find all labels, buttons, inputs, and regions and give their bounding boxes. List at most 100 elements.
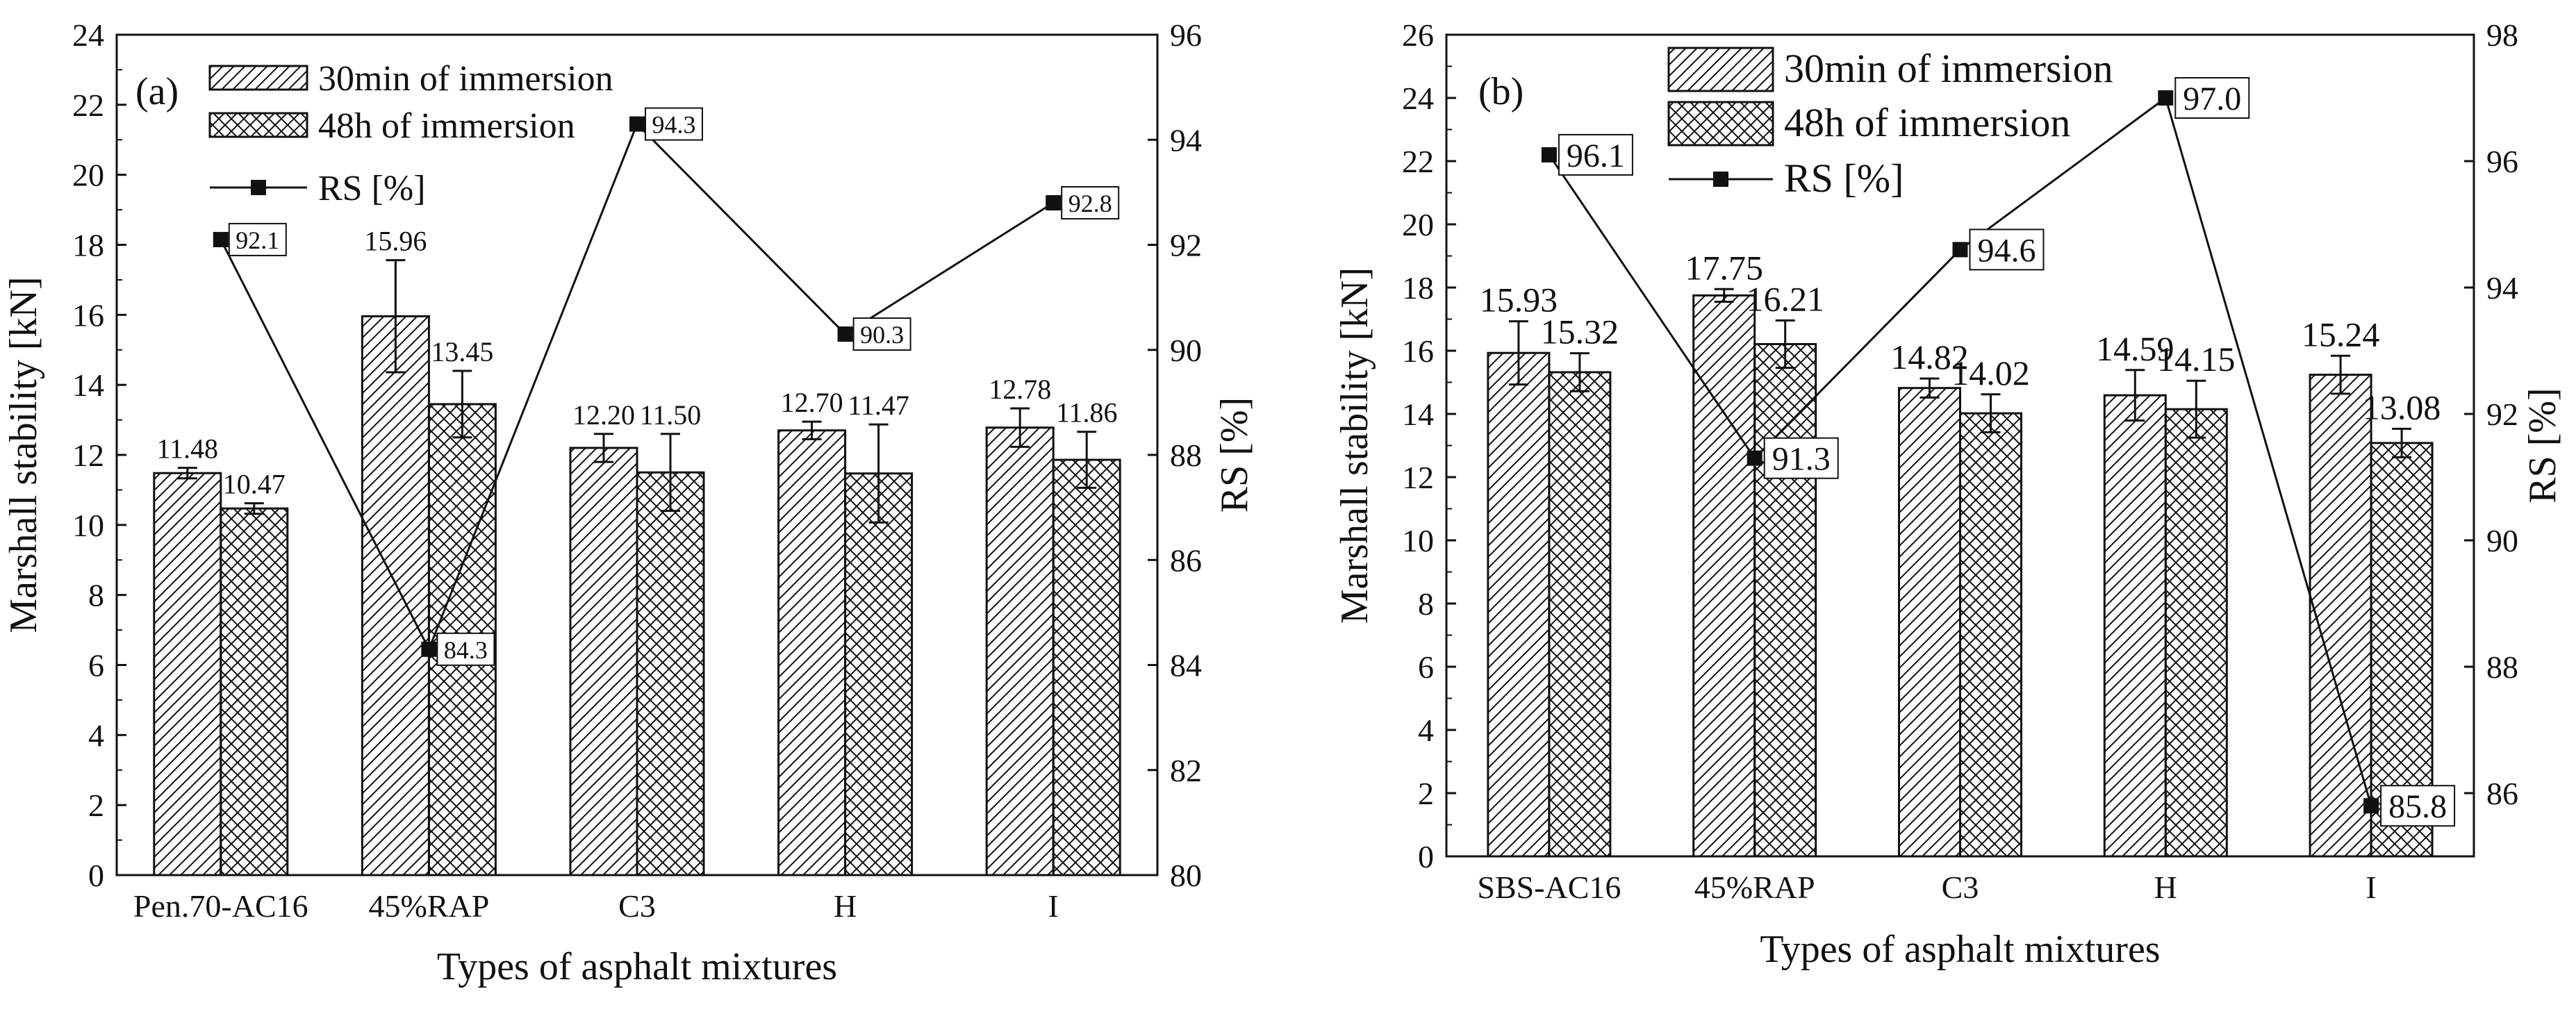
bar-b-s0-3 [2103, 394, 2167, 858]
y-tick-label: 12 [72, 438, 104, 473]
rs-marker [2363, 798, 2379, 814]
bar-value-label: 15.24 [2302, 315, 2380, 354]
rs-marker [1952, 242, 1968, 258]
panel-a-chart: 024681012141618202224808284868890929496P… [2, 17, 1256, 988]
legend-label-rs: RS [%] [318, 169, 426, 208]
y-tick-label: 10 [72, 508, 104, 543]
y-tick-label: 8 [88, 578, 104, 613]
y2-tick-label: 88 [2486, 649, 2518, 685]
bar-a-s1-4 [1052, 458, 1121, 876]
bar-value-label: 14.15 [2157, 340, 2236, 379]
y-tick-label: 10 [1402, 523, 1434, 558]
y-tick-label: 20 [1402, 207, 1434, 242]
legend-marker-rs [251, 180, 266, 195]
rs-value-label: 94.6 [1978, 232, 2036, 269]
x-axis-title: Types of asphalt mixtures [437, 945, 837, 988]
legend-label-48h: 48h of immersion [1784, 100, 2070, 145]
y-tick-label: 6 [88, 648, 104, 683]
legend-label-48h: 48h of immersion [318, 106, 575, 146]
y-tick-label: 24 [72, 17, 104, 53]
y-tick-label: 18 [72, 228, 104, 263]
bar-value-label: 12.20 [572, 399, 635, 431]
y2-tick-label: 86 [1170, 542, 1202, 578]
bar-b-s0-0 [1487, 351, 1551, 858]
y2-tick-label: 80 [1170, 858, 1202, 893]
bar-b-s0-4 [2309, 374, 2372, 858]
y2-tick-label: 86 [2486, 776, 2518, 811]
x-axis-title: Types of asphalt mixtures [1760, 928, 2160, 971]
rs-label-box [1558, 133, 1633, 176]
bar-a-s0-2 [569, 447, 638, 876]
y-tick-label: 2 [1418, 776, 1434, 811]
rs-label-box [2380, 785, 2456, 827]
bar-a-s1-2 [636, 471, 705, 876]
rs-marker [837, 326, 853, 342]
x-tick-label: C3 [1942, 870, 1979, 905]
y-tick-label: 12 [1402, 460, 1434, 495]
y2-tick-label: 82 [1170, 753, 1202, 788]
bar-value-label: 14.59 [2096, 329, 2174, 368]
rs-value-label: 90.3 [860, 321, 904, 349]
bar-b-s1-0 [1548, 371, 1612, 858]
rs-label-box [1969, 228, 2045, 271]
panel-tag: (b) [1478, 70, 1524, 113]
y-tick-label: 20 [72, 158, 104, 193]
bar-b-s1-3 [2164, 408, 2228, 858]
rs-value-label: 91.3 [1772, 441, 1831, 478]
y2-tick-label: 84 [1170, 648, 1202, 683]
bar-a-s0-4 [985, 426, 1055, 876]
x-tick-label: 45%RAP [368, 888, 489, 924]
rs-value-label: 96.1 [1567, 138, 1625, 174]
rs-marker [1541, 147, 1557, 163]
y-tick-label: 0 [1418, 839, 1434, 874]
bar-value-label: 15.93 [1480, 281, 1558, 319]
legend-label-30min: 30min of immersion [318, 59, 613, 99]
bar-b-s0-2 [1898, 387, 1961, 858]
y-tick-label: 14 [72, 367, 104, 403]
y-tick-label: 8 [1418, 586, 1434, 622]
y-tick-label: 0 [88, 858, 104, 893]
y-axis-title: Marshall stability [kN] [1333, 267, 1376, 624]
bar-value-label: 11.48 [157, 433, 219, 465]
rs-label-box [1763, 437, 1839, 479]
rs-label-box [1061, 186, 1120, 219]
bar-value-label: 15.32 [1541, 313, 1619, 351]
rs-marker [629, 116, 645, 132]
bar-a-s1-0 [220, 507, 289, 876]
rs-marker [1046, 195, 1062, 210]
y2-tick-label: 88 [1170, 438, 1202, 473]
y-tick-label: 26 [1402, 17, 1434, 53]
y-tick-label: 18 [1402, 270, 1434, 306]
y-tick-label: 4 [1418, 713, 1434, 748]
bar-value-label: 10.47 [223, 469, 286, 500]
y-tick-label: 4 [88, 717, 104, 753]
rs-label-box [2174, 77, 2250, 119]
bar-value-label: 11.47 [848, 390, 909, 421]
legend-swatch-30min [208, 65, 308, 91]
legend-swatch-48h [208, 112, 308, 138]
panel-tag: (a) [135, 70, 179, 113]
bar-value-label: 12.78 [989, 374, 1051, 405]
rs-marker [421, 641, 437, 657]
rs-label-box [645, 107, 703, 141]
y2-tick-label: 94 [2486, 270, 2518, 306]
y2-tick-label: 90 [2486, 523, 2518, 558]
y2-tick-label: 98 [2486, 17, 2518, 53]
y-tick-label: 24 [1402, 81, 1434, 116]
rs-value-label: 92.1 [236, 226, 279, 254]
y2-axis-title: RS [%] [2521, 388, 2564, 503]
y-tick-label: 22 [1402, 144, 1434, 179]
legend-marker-rs [1713, 172, 1728, 187]
bar-value-label: 12.70 [781, 387, 843, 418]
bar-value-label: 14.82 [1890, 338, 1969, 376]
panel-b-chart: 0246810121416182022242686889092949698SBS… [1333, 17, 2564, 971]
x-tick-label: I [2366, 870, 2376, 905]
bar-a-s1-3 [844, 472, 914, 876]
rs-marker [1747, 450, 1762, 466]
bar-b-s1-2 [1959, 412, 2022, 858]
bar-value-label: 11.86 [1056, 397, 1118, 429]
bar-a-s0-1 [361, 315, 430, 876]
y2-axis-title: RS [%] [1213, 397, 1256, 513]
rs-marker [2158, 90, 2174, 106]
